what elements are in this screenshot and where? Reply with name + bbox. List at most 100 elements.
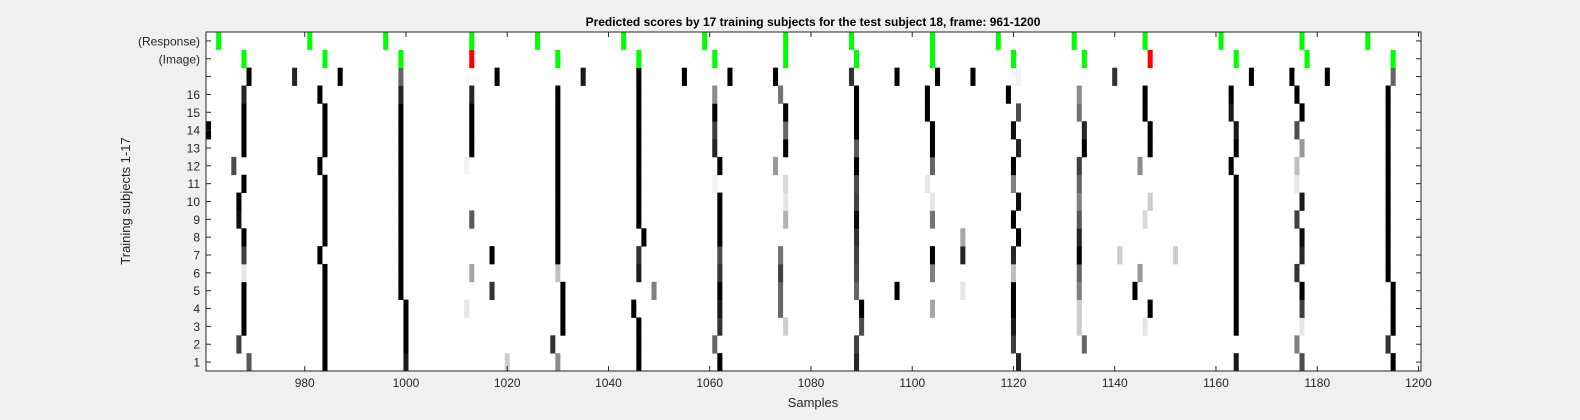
score-cell bbox=[778, 281, 784, 301]
score-cell bbox=[783, 121, 789, 140]
y-tick-label: 2 bbox=[193, 338, 200, 352]
score-cell bbox=[1076, 299, 1082, 318]
score-cell bbox=[1294, 263, 1300, 283]
score-cell bbox=[854, 139, 860, 158]
score-cell bbox=[236, 192, 242, 211]
score-cell bbox=[555, 353, 561, 372]
score-cell bbox=[1010, 263, 1016, 283]
score-cell bbox=[712, 335, 718, 354]
score-cell bbox=[1294, 121, 1300, 140]
image-event-marker bbox=[322, 49, 328, 69]
score-cell bbox=[1117, 246, 1123, 265]
score-cell bbox=[1076, 263, 1082, 283]
response-event-marker bbox=[848, 32, 854, 50]
score-cell bbox=[924, 103, 930, 122]
score-cell bbox=[1233, 263, 1239, 283]
score-cell bbox=[1385, 246, 1391, 265]
score-cell bbox=[924, 85, 930, 104]
x-tick-label: 1200 bbox=[1405, 376, 1432, 390]
score-cell bbox=[398, 85, 404, 104]
score-cell bbox=[1385, 335, 1391, 354]
x-tick-label: 1180 bbox=[1304, 376, 1330, 390]
score-cell bbox=[854, 156, 860, 176]
score-cell bbox=[464, 299, 470, 318]
score-cell bbox=[1385, 139, 1391, 158]
response-event-marker bbox=[1365, 32, 1371, 50]
score-cell bbox=[636, 156, 642, 176]
score-cell bbox=[337, 67, 343, 86]
score-cell bbox=[1294, 85, 1300, 104]
score-cell bbox=[636, 139, 642, 158]
score-cell bbox=[1147, 192, 1153, 211]
response-event-marker bbox=[702, 32, 708, 50]
score-cell bbox=[1076, 174, 1082, 193]
score-cell bbox=[489, 246, 495, 265]
score-cell bbox=[241, 263, 247, 283]
image-event-marker bbox=[241, 49, 247, 69]
score-cell bbox=[555, 139, 561, 158]
score-cell bbox=[717, 299, 723, 318]
y-tick-label: 9 bbox=[193, 213, 200, 227]
score-cell bbox=[929, 299, 935, 318]
score-cell bbox=[1010, 210, 1016, 229]
score-cell bbox=[246, 353, 252, 372]
score-cell bbox=[854, 281, 860, 301]
score-cell bbox=[317, 156, 323, 176]
score-cell bbox=[783, 210, 789, 229]
y-tick-label: 16 bbox=[187, 88, 201, 102]
score-cell bbox=[778, 263, 784, 283]
score-cell bbox=[1010, 174, 1016, 193]
score-cell bbox=[1289, 67, 1295, 86]
y-tick-label: 8 bbox=[193, 231, 200, 245]
score-cell bbox=[783, 192, 789, 211]
response-event-marker bbox=[216, 32, 222, 50]
score-cell bbox=[1228, 103, 1234, 122]
score-cell bbox=[636, 121, 642, 140]
score-cell bbox=[1385, 103, 1391, 122]
score-cell bbox=[717, 281, 723, 301]
y-tick-label: (Response) bbox=[138, 34, 200, 48]
score-cell bbox=[1076, 317, 1082, 336]
score-cell bbox=[555, 121, 561, 140]
image-event-marker bbox=[1010, 49, 1016, 69]
image-event-marker bbox=[854, 49, 860, 69]
heatmap-cells bbox=[206, 67, 1396, 372]
score-cell bbox=[929, 139, 935, 158]
score-cell bbox=[1385, 263, 1391, 283]
score-cell bbox=[1010, 335, 1016, 354]
score-cell bbox=[681, 67, 687, 86]
y-tick-label: 15 bbox=[187, 106, 201, 120]
y-tick-label: 3 bbox=[193, 320, 200, 334]
y-tick-label: 6 bbox=[193, 266, 200, 280]
image-event-marker bbox=[783, 49, 789, 69]
score-cell bbox=[555, 85, 561, 104]
score-cell bbox=[1299, 281, 1305, 301]
response-event-marker bbox=[621, 32, 627, 50]
score-cell bbox=[1016, 67, 1022, 86]
score-cell bbox=[717, 317, 723, 336]
score-cell bbox=[317, 85, 323, 104]
score-cell bbox=[859, 299, 865, 318]
score-cell bbox=[1299, 299, 1305, 318]
score-cell bbox=[1233, 210, 1239, 229]
score-cell bbox=[555, 246, 561, 265]
image-event-marker bbox=[1390, 49, 1396, 69]
score-cell bbox=[854, 263, 860, 283]
score-cell bbox=[1390, 353, 1396, 372]
score-cell bbox=[970, 67, 976, 86]
score-cell bbox=[1385, 156, 1391, 176]
score-cell bbox=[322, 121, 328, 140]
score-cell bbox=[322, 353, 328, 372]
score-cell bbox=[778, 246, 784, 265]
response-event-marker bbox=[1142, 32, 1148, 50]
response-event-marker bbox=[383, 32, 389, 50]
score-cell bbox=[636, 174, 642, 193]
score-cell bbox=[960, 246, 966, 265]
score-cell bbox=[1142, 85, 1148, 104]
score-cell bbox=[712, 103, 718, 122]
score-cell bbox=[1390, 299, 1396, 318]
score-cell bbox=[848, 67, 854, 86]
score-cell bbox=[398, 156, 404, 176]
image-event-markers bbox=[241, 49, 1396, 69]
score-cell bbox=[1233, 192, 1239, 211]
